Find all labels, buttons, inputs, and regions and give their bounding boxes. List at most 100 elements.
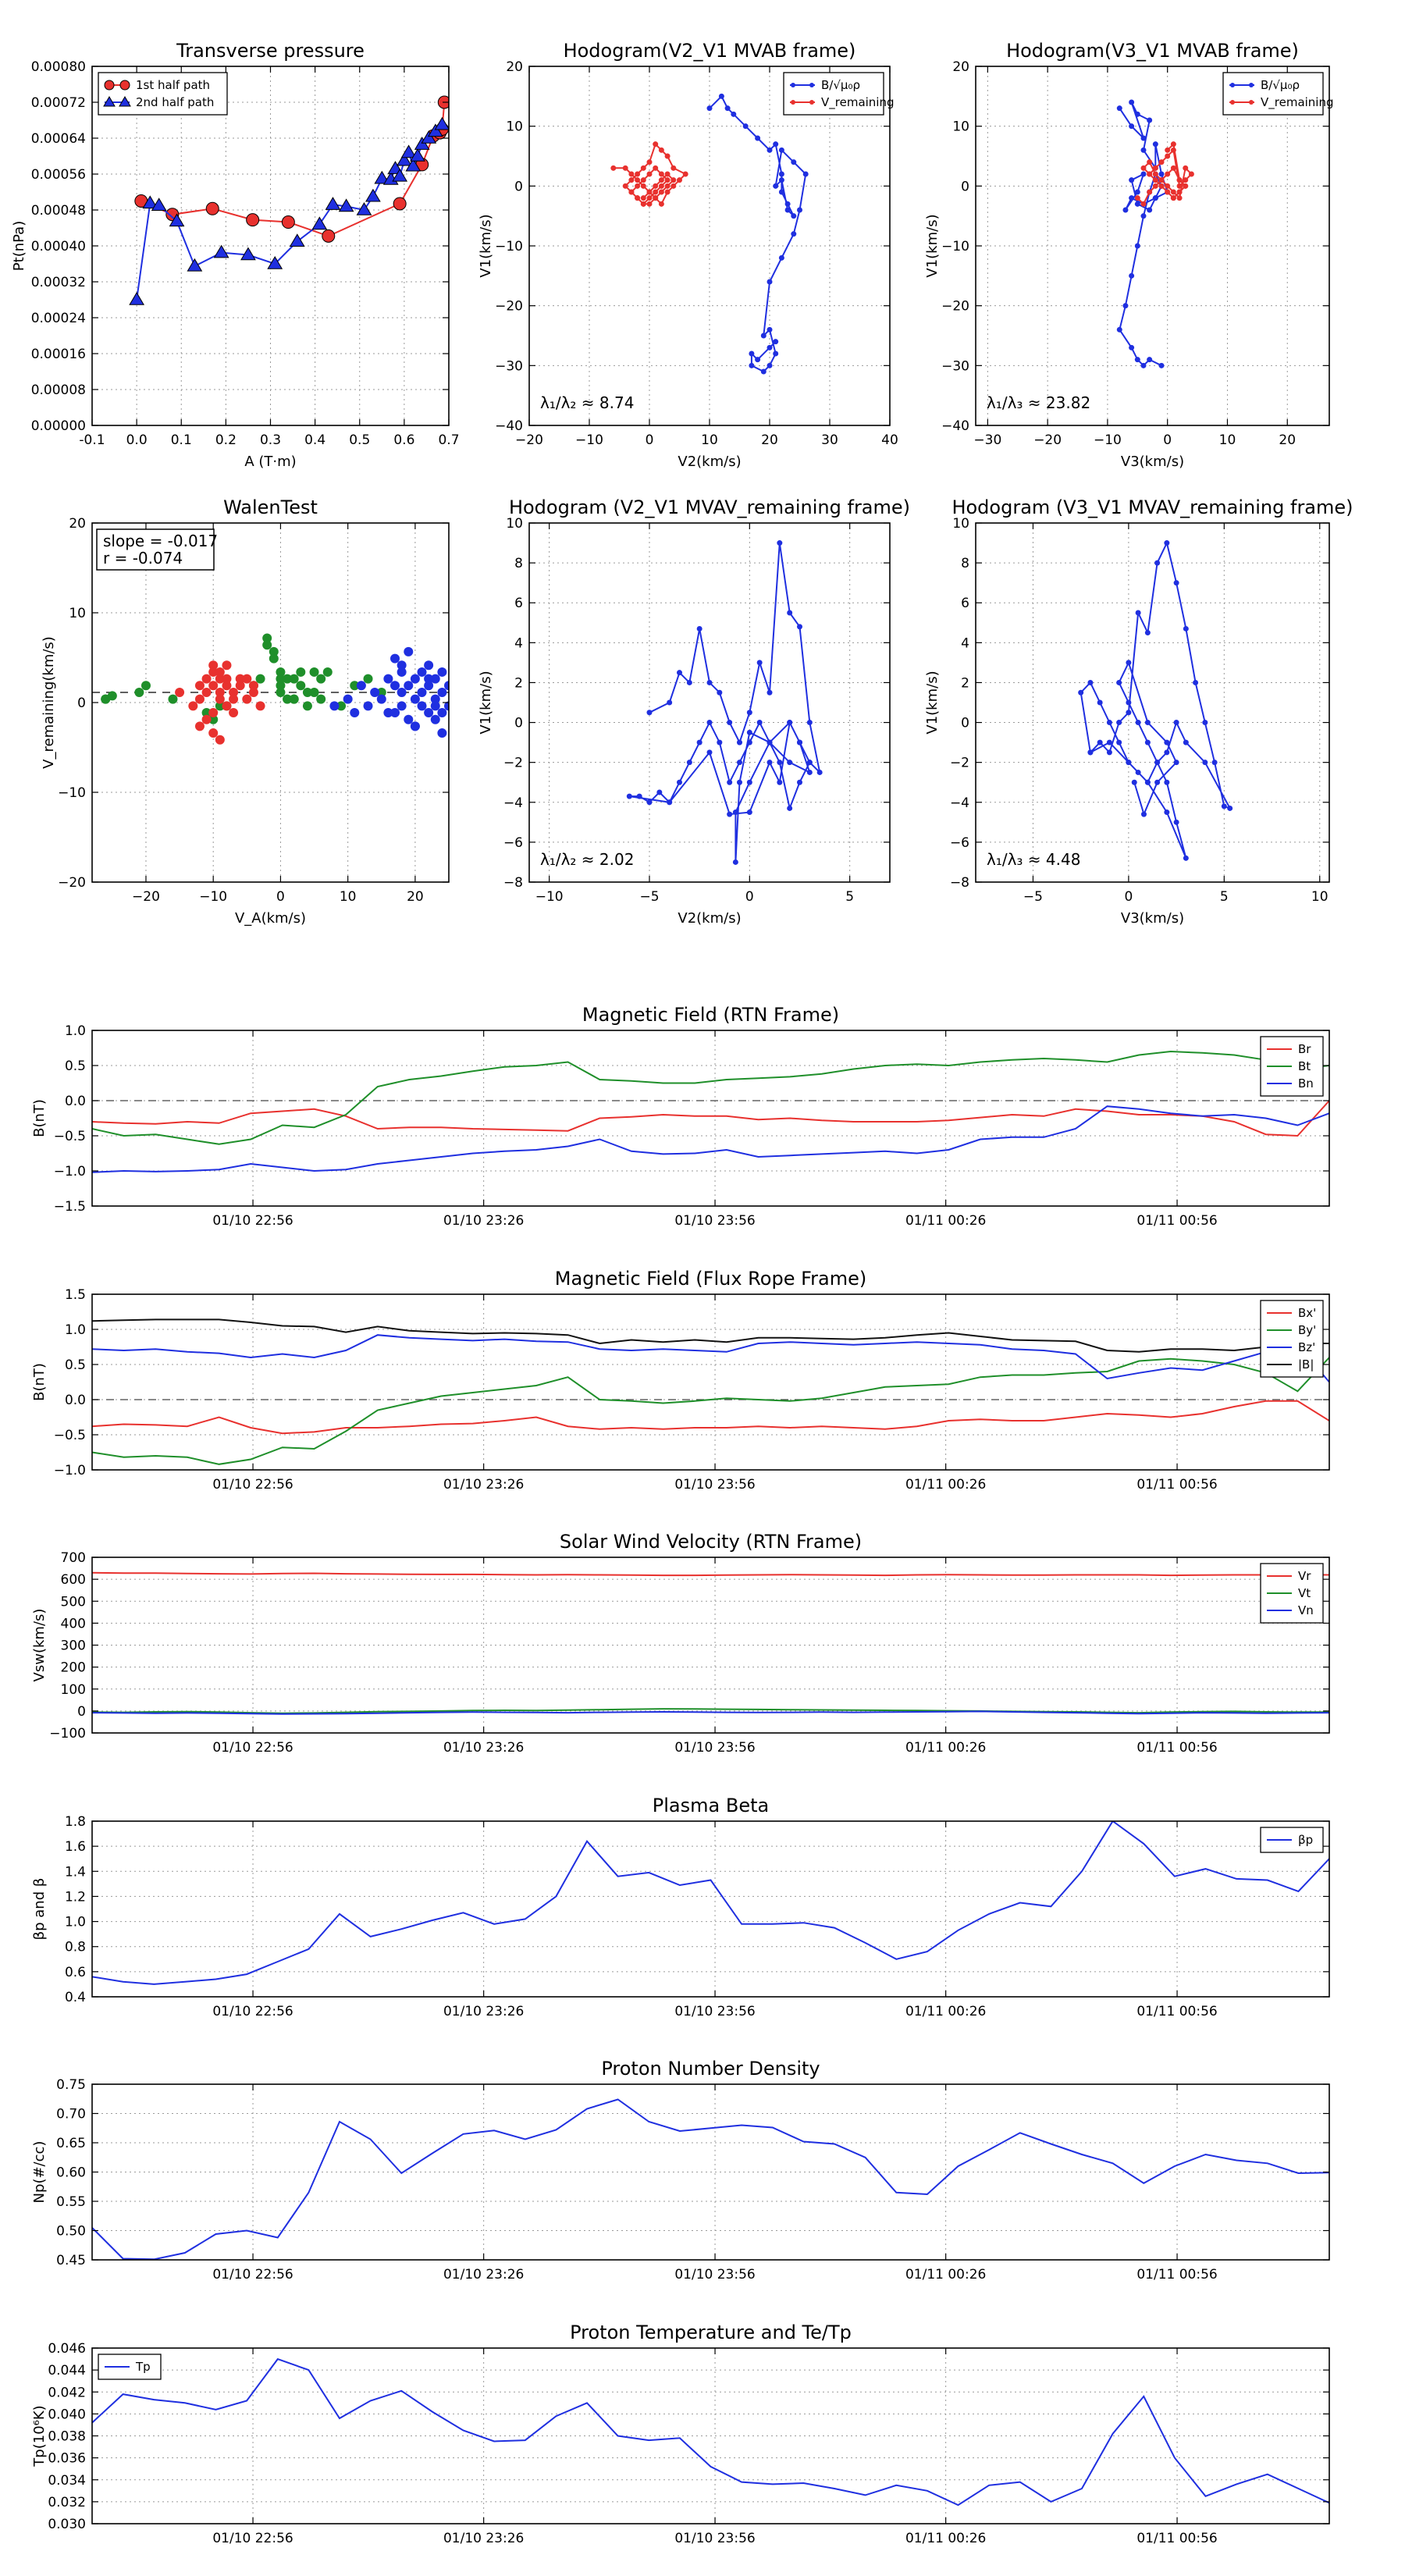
y-axis-label: V1(km/s) [924, 214, 941, 277]
point [778, 177, 784, 183]
tick-label-y: 0.034 [48, 2473, 86, 2489]
legend-marker [809, 100, 814, 105]
point [201, 674, 212, 684]
y-axis-label: B(nT) [31, 1099, 48, 1137]
tick-label-x: 01/11 00:26 [905, 1740, 986, 1756]
stats-box [96, 528, 215, 571]
grid-h1 [528, 66, 891, 426]
point [240, 247, 256, 261]
point [646, 201, 653, 207]
tick-label-y: 400 [61, 1616, 86, 1631]
tick-label-x: 0.7 [438, 432, 459, 448]
point [444, 701, 449, 711]
point [397, 687, 407, 697]
point [1106, 720, 1112, 726]
point [269, 646, 279, 656]
tick-label-y: −10 [58, 785, 86, 801]
point [1140, 213, 1147, 219]
point [309, 667, 319, 677]
chart-title: Hodogram(V3_V1 MVAB frame) [1006, 40, 1299, 62]
tick-label-y: 0.00056 [31, 167, 86, 183]
point [215, 735, 225, 745]
point [1158, 171, 1165, 177]
point [1164, 540, 1170, 546]
point [1211, 760, 1218, 766]
series-bz--line [92, 1334, 1329, 1383]
point [1152, 183, 1158, 189]
legend-entry: βp [1298, 1833, 1313, 1847]
legend-marker [119, 96, 131, 107]
tick-label-y: 0.0 [65, 1393, 86, 1408]
point [1135, 610, 1141, 616]
point [1129, 195, 1135, 201]
point [1183, 165, 1189, 171]
tick-label-y: 600 [61, 1572, 86, 1588]
legend-entry: Vt [1298, 1586, 1311, 1600]
point [760, 333, 767, 339]
series-group [92, 2098, 1329, 2260]
point [1202, 720, 1208, 726]
series-bt-line [92, 1050, 1329, 1145]
point [646, 189, 653, 195]
point [628, 171, 635, 177]
chart-title: WalenTest [223, 496, 318, 518]
point [437, 687, 447, 697]
tick-label-x: −20 [1033, 432, 1062, 448]
point [626, 793, 632, 799]
point [806, 720, 813, 726]
tick-label-y: −6 [503, 835, 523, 851]
chart-np: 01/10 22:56 01/10 23:26 01/10 23:56 01/11 0… [31, 2058, 1330, 2282]
tick-label-x: 01/10 23:56 [674, 2531, 755, 2546]
tick-label-x: 10 [1311, 889, 1329, 905]
point [1165, 183, 1171, 189]
point [276, 667, 286, 677]
point [706, 679, 713, 685]
point [142, 195, 158, 209]
point [1097, 699, 1103, 706]
stats-line: r = -0.074 [103, 549, 183, 568]
point [283, 674, 293, 684]
point [1140, 165, 1147, 171]
tick-label-x: 0.5 [349, 432, 370, 448]
point [653, 189, 659, 195]
point [1165, 153, 1171, 159]
tick-label-x: 40 [881, 432, 898, 448]
point [168, 694, 178, 704]
point [784, 201, 791, 207]
legend-entry: V_remaining [821, 95, 895, 110]
point [187, 258, 203, 272]
point [1188, 171, 1194, 177]
tick-label-y: 0.00032 [31, 275, 86, 290]
point [208, 660, 219, 671]
tick-label-y: 1.4 [65, 1864, 86, 1880]
point [767, 362, 773, 368]
point [677, 779, 682, 785]
point [316, 694, 326, 704]
point [686, 679, 692, 685]
grid-h3 [529, 522, 890, 883]
legend: 1st half path 2nd half path [98, 72, 228, 116]
x-axis-label: V_A(km/s) [235, 910, 306, 927]
point [343, 694, 353, 704]
point [215, 701, 225, 711]
point [1158, 159, 1165, 165]
point [262, 633, 272, 643]
point [248, 681, 258, 691]
ratio-annotation: λ₁/λ₂ ≈ 8.74 [540, 393, 634, 412]
tick-label-x: 01/10 23:26 [443, 1477, 524, 1493]
point [316, 674, 326, 684]
point [777, 540, 783, 546]
point [784, 207, 791, 213]
point [215, 674, 225, 684]
point [696, 625, 702, 632]
point [1134, 111, 1140, 117]
x-axis-label: V3(km/s) [1121, 910, 1184, 927]
point [430, 714, 440, 724]
tick-label-y: −0.5 [54, 1129, 86, 1144]
point [646, 159, 653, 165]
point [664, 189, 670, 195]
point [767, 147, 773, 153]
point [129, 292, 144, 305]
tick-label-y: 0 [514, 179, 523, 194]
tick-label-x: 01/10 23:56 [674, 1213, 755, 1229]
